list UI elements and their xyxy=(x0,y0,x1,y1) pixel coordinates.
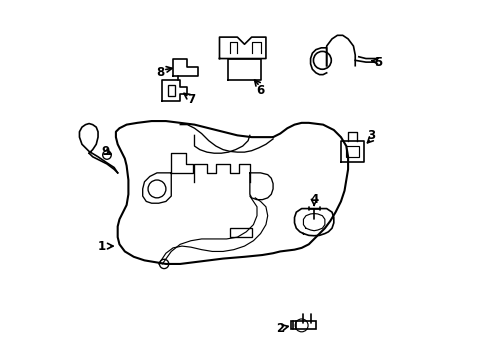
Text: 8: 8 xyxy=(156,66,164,79)
Text: 9: 9 xyxy=(101,145,109,158)
Text: 2: 2 xyxy=(276,323,284,336)
Text: 3: 3 xyxy=(366,129,375,142)
Text: 5: 5 xyxy=(374,55,382,69)
Text: 4: 4 xyxy=(309,193,318,206)
Text: 6: 6 xyxy=(256,84,264,97)
Text: 7: 7 xyxy=(186,93,195,106)
Text: 1: 1 xyxy=(97,240,105,253)
